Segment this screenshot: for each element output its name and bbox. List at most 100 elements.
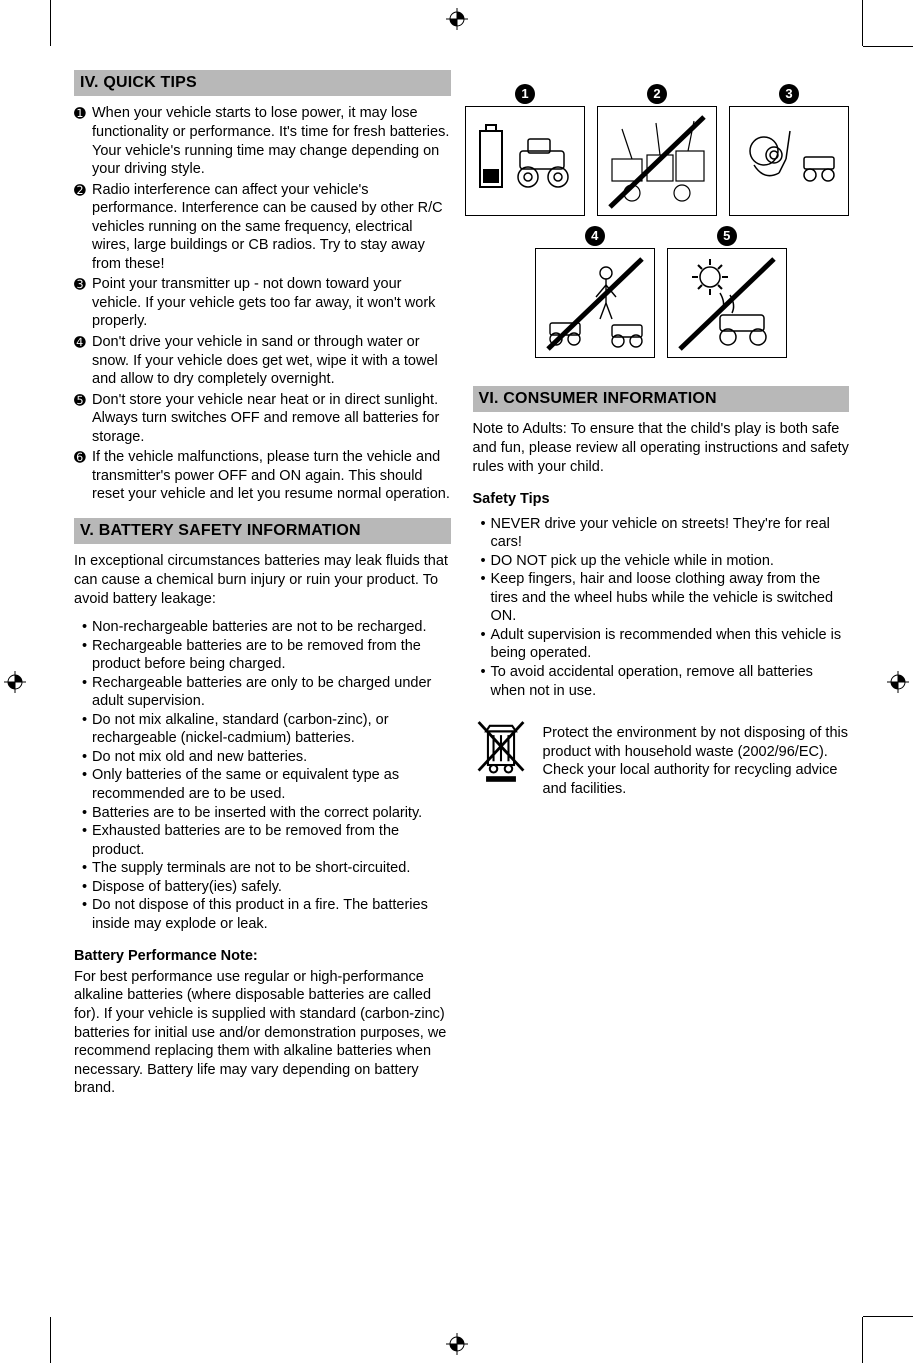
consumer-note-text: Note to Adults: To ensure that the child… bbox=[473, 420, 850, 476]
list-item-text: NEVER drive your vehicle on streets! The… bbox=[491, 515, 850, 552]
registration-mark-icon bbox=[446, 8, 468, 30]
list-item: •The supply terminals are not to be shor… bbox=[82, 859, 451, 878]
quick-tip-text: Don't store your vehicle near heat or in… bbox=[92, 391, 451, 447]
bullet-icon: • bbox=[82, 711, 92, 748]
bullet-icon: • bbox=[82, 618, 92, 637]
figure-4: 4 bbox=[535, 248, 655, 358]
quick-tip-item: ➎ Don't store your vehicle near heat or … bbox=[74, 391, 451, 447]
list-item: •Exhausted batteries are to be removed f… bbox=[82, 822, 451, 859]
list-item-text: Do not mix alkaline, standard (carbon-zi… bbox=[92, 711, 451, 748]
figure-number-badge: 4 bbox=[585, 226, 605, 246]
quick-tip-item: ➌ Point your transmitter up - not down t… bbox=[74, 275, 451, 331]
battery-performance-text: For best performance use regular or high… bbox=[74, 968, 451, 1098]
list-item-text: Batteries are to be inserted with the co… bbox=[92, 804, 451, 823]
list-item: •Non-rechargeable batteries are not to b… bbox=[82, 618, 451, 637]
list-item-text: DO NOT pick up the vehicle while in moti… bbox=[491, 552, 850, 571]
bullet-icon: • bbox=[82, 859, 92, 878]
figure-1: 1 bbox=[465, 106, 585, 216]
section-6-heading: VI. CONSUMER INFORMATION bbox=[473, 386, 850, 412]
list-item: •Keep fingers, hair and loose clothing a… bbox=[481, 570, 850, 626]
list-item-text: The supply terminals are not to be short… bbox=[92, 859, 451, 878]
list-item-text: Dispose of battery(ies) safely. bbox=[92, 878, 451, 897]
figure-number-badge: 1 bbox=[515, 84, 535, 104]
bullet-icon: • bbox=[481, 515, 491, 552]
figure-5: 5 bbox=[667, 248, 787, 358]
bullet-icon: • bbox=[82, 748, 92, 767]
list-item: •Rechargeable batteries are to be remove… bbox=[82, 637, 451, 674]
quick-tip-text: When your vehicle starts to lose power, … bbox=[92, 104, 451, 178]
list-item-text: Adult supervision is recommended when th… bbox=[491, 626, 850, 663]
quick-tip-text: Point your transmitter up - not down tow… bbox=[92, 275, 451, 331]
bullet-icon: • bbox=[82, 804, 92, 823]
quick-tip-text: Don't drive your vehicle in sand or thro… bbox=[92, 333, 451, 389]
quick-tip-item: ➊ When your vehicle starts to lose power… bbox=[74, 104, 451, 178]
figure-panel: 1 bbox=[473, 106, 850, 358]
list-item: •Batteries are to be inserted with the c… bbox=[82, 804, 451, 823]
crop-mark bbox=[50, 1317, 51, 1363]
child-transmitter-icon bbox=[734, 111, 844, 211]
list-item-text: Exhausted batteries are to be removed fr… bbox=[92, 822, 451, 859]
safety-bullet-list: •NEVER drive your vehicle on streets! Th… bbox=[473, 515, 850, 700]
figure-2: 2 bbox=[597, 106, 717, 216]
left-column: IV. QUICK TIPS ➊ When your vehicle start… bbox=[74, 70, 451, 1098]
crop-mark bbox=[863, 46, 913, 47]
battery-performance-heading: Battery Performance Note: bbox=[74, 947, 451, 966]
list-item: •Do not mix old and new batteries. bbox=[82, 748, 451, 767]
bullet-icon: • bbox=[82, 822, 92, 859]
interference-icon bbox=[602, 111, 712, 211]
figure-number-badge: 2 bbox=[647, 84, 667, 104]
crop-mark bbox=[50, 0, 51, 46]
quick-tip-text: Radio interference can affect your vehic… bbox=[92, 181, 451, 274]
quick-tip-marker: ➌ bbox=[74, 275, 92, 331]
list-item: •Only batteries of the same or equivalen… bbox=[82, 766, 451, 803]
figure-number-badge: 5 bbox=[717, 226, 737, 246]
quick-tip-marker: ➍ bbox=[74, 333, 92, 389]
battery-truck-icon bbox=[470, 111, 580, 211]
bullet-icon: • bbox=[82, 896, 92, 933]
quick-tips-list: ➊ When your vehicle starts to lose power… bbox=[74, 104, 451, 503]
bullet-icon: • bbox=[481, 552, 491, 571]
safety-tips-heading: Safety Tips bbox=[473, 490, 850, 509]
crop-mark bbox=[862, 0, 863, 46]
section-4-heading: IV. QUICK TIPS bbox=[74, 70, 451, 96]
weee-bin-icon bbox=[473, 718, 529, 790]
list-item: •Rechargeable batteries are only to be c… bbox=[82, 674, 451, 711]
quick-tip-marker: ➎ bbox=[74, 391, 92, 447]
quick-tip-item: ➏ If the vehicle malfunctions, please tu… bbox=[74, 448, 451, 504]
list-item: •Dispose of battery(ies) safely. bbox=[82, 878, 451, 897]
quick-tip-text: If the vehicle malfunctions, please turn… bbox=[92, 448, 451, 504]
quick-tip-item: ➍ Don't drive your vehicle in sand or th… bbox=[74, 333, 451, 389]
list-item-text: To avoid accidental operation, remove al… bbox=[491, 663, 850, 700]
quick-tip-marker: ➏ bbox=[74, 448, 92, 504]
list-item-text: Rechargeable batteries are only to be ch… bbox=[92, 674, 451, 711]
section-5-heading: V. BATTERY SAFETY INFORMATION bbox=[74, 518, 451, 544]
bullet-icon: • bbox=[82, 878, 92, 897]
figure-number-badge: 3 bbox=[779, 84, 799, 104]
crop-mark bbox=[862, 1317, 863, 1363]
crop-mark bbox=[863, 1316, 913, 1317]
list-item-text: Rechargeable batteries are to be removed… bbox=[92, 637, 451, 674]
list-item-text: Do not mix old and new batteries. bbox=[92, 748, 451, 767]
registration-mark-icon bbox=[4, 671, 26, 693]
bullet-icon: • bbox=[481, 663, 491, 700]
registration-mark-icon bbox=[446, 1333, 468, 1355]
sun-heat-icon bbox=[672, 253, 782, 353]
bullet-icon: • bbox=[82, 766, 92, 803]
list-item-text: Keep fingers, hair and loose clothing aw… bbox=[491, 570, 850, 626]
list-item: •Adult supervision is recommended when t… bbox=[481, 626, 850, 663]
bullet-icon: • bbox=[82, 637, 92, 674]
figure-3: 3 bbox=[729, 106, 849, 216]
registration-mark-icon bbox=[887, 671, 909, 693]
list-item: •NEVER drive your vehicle on streets! Th… bbox=[481, 515, 850, 552]
battery-intro-text: In exceptional circumstances batteries m… bbox=[74, 552, 451, 608]
recycle-text: Protect the environment by not disposing… bbox=[543, 718, 850, 798]
list-item-text: Only batteries of the same or equivalent… bbox=[92, 766, 451, 803]
bullet-icon: • bbox=[481, 570, 491, 626]
battery-bullet-list: •Non-rechargeable batteries are not to b… bbox=[74, 618, 451, 933]
recycle-block: Protect the environment by not disposing… bbox=[473, 718, 850, 798]
bullet-icon: • bbox=[82, 674, 92, 711]
list-item-text: Do not dispose of this product in a fire… bbox=[92, 896, 451, 933]
list-item: •DO NOT pick up the vehicle while in mot… bbox=[481, 552, 850, 571]
bullet-icon: • bbox=[481, 626, 491, 663]
quick-tip-marker: ➊ bbox=[74, 104, 92, 178]
